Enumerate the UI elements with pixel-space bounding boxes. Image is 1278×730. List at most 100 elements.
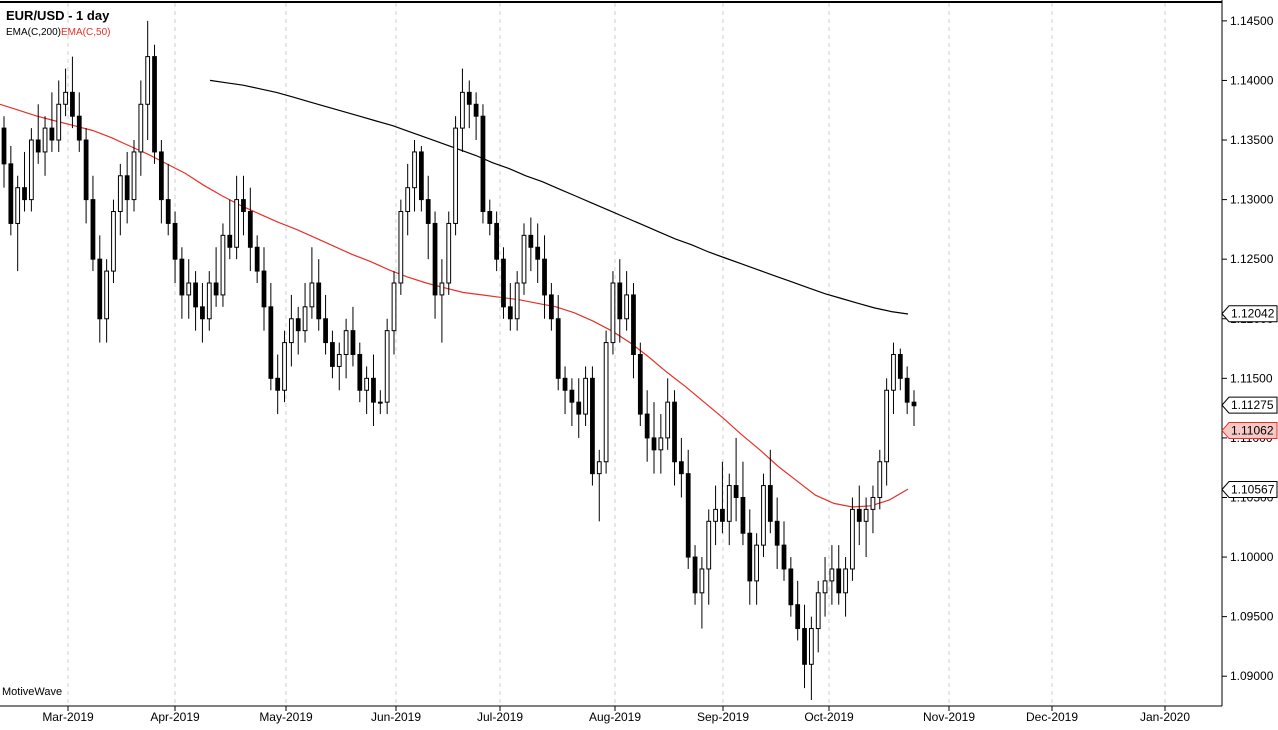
candle <box>514 271 520 331</box>
candle-body <box>583 377 588 415</box>
candle-body <box>808 628 814 665</box>
candle <box>590 366 595 486</box>
candle-body <box>891 354 896 391</box>
price-marker-box <box>1221 480 1278 498</box>
candle <box>63 68 68 117</box>
candle <box>850 497 855 581</box>
legend-ema-200: EMA(C,200) <box>6 27 62 38</box>
candle <box>740 461 746 546</box>
candle-body <box>330 342 335 367</box>
candle-body <box>268 306 274 379</box>
candle-body <box>357 354 363 391</box>
candle-body <box>733 485 739 498</box>
candle <box>528 217 534 272</box>
candle-body <box>754 544 760 582</box>
candle <box>891 342 896 415</box>
candle <box>795 580 801 641</box>
candle <box>425 175 431 260</box>
candle-body <box>213 282 219 296</box>
x-tick-label: Sep-2019 <box>697 710 749 724</box>
y-tick-label: 1.09000 <box>1230 669 1274 683</box>
x-tick-label: Jul-2019 <box>477 710 523 724</box>
candle <box>877 449 883 510</box>
candle <box>35 104 41 164</box>
candle-body <box>179 258 185 296</box>
candle <box>692 545 698 605</box>
candle <box>343 318 349 379</box>
candle-body <box>562 377 568 391</box>
candle-body <box>220 234 226 296</box>
candle <box>316 259 322 331</box>
candle <box>412 140 417 212</box>
x-tick-label: Dec-2019 <box>1026 710 1078 724</box>
candles <box>1 20 917 701</box>
brand-watermark: MotiveWave <box>2 686 63 698</box>
candle <box>432 211 438 319</box>
candle <box>473 92 479 141</box>
price-marker-box <box>1221 396 1278 414</box>
candle <box>261 247 267 331</box>
candle-body <box>555 318 561 379</box>
grid <box>67 3 1166 706</box>
x-tick-label: Mar-2019 <box>42 710 94 724</box>
candle <box>124 151 130 224</box>
candle-body <box>747 532 753 582</box>
candle <box>767 449 773 534</box>
candle <box>624 271 630 331</box>
y-tick-label: 1.09500 <box>1230 610 1274 624</box>
candle <box>603 330 609 474</box>
candle <box>911 390 917 426</box>
candle-body <box>234 199 240 248</box>
candle <box>535 223 541 284</box>
legend-ema-50: EMA(C,50) <box>61 27 111 38</box>
candle-body <box>781 544 787 570</box>
candle <box>206 271 212 331</box>
x-tick-label: Jun-2019 <box>371 710 421 724</box>
candle-body <box>569 389 575 403</box>
candle <box>637 342 643 426</box>
candle <box>576 378 582 438</box>
candle <box>631 283 636 379</box>
candle-body <box>466 91 472 105</box>
candle-body <box>391 282 397 332</box>
candle-body <box>439 282 445 296</box>
candle <box>398 199 404 295</box>
candle-body <box>186 282 192 296</box>
candle-body <box>282 342 287 391</box>
candle-body <box>90 199 96 260</box>
candle-body <box>637 354 643 415</box>
candle <box>49 92 55 152</box>
candle-body <box>131 151 137 201</box>
candle <box>802 604 807 689</box>
candle-body <box>111 211 116 272</box>
candle <box>569 378 575 426</box>
candle-body <box>631 294 636 356</box>
candle <box>302 283 308 343</box>
candle <box>829 545 835 605</box>
candle <box>76 92 82 152</box>
candle-body <box>302 306 308 332</box>
candle-body <box>720 508 725 522</box>
candle <box>323 294 328 355</box>
candle <box>1 116 7 188</box>
candle-body <box>904 377 910 403</box>
candle <box>350 306 356 367</box>
candle <box>596 449 602 522</box>
y-tick-label: 1.13500 <box>1230 133 1274 147</box>
candle-body <box>473 103 479 117</box>
candle-body <box>350 330 356 356</box>
candle-body <box>165 199 171 224</box>
candle-body <box>863 508 869 522</box>
candle <box>884 378 890 486</box>
candle-body <box>227 234 233 248</box>
candle-body <box>8 163 14 224</box>
chart-title: EUR/USD - 1 day <box>6 8 110 23</box>
candle-body <box>261 270 267 308</box>
candle <box>288 294 294 367</box>
candle-body <box>76 115 82 141</box>
indicator-legend: EMA(C,200)EMA(C,50) <box>6 27 110 38</box>
candle-body <box>665 401 671 439</box>
candle-body <box>843 568 848 594</box>
candle <box>521 223 527 295</box>
candle-body <box>28 139 34 201</box>
